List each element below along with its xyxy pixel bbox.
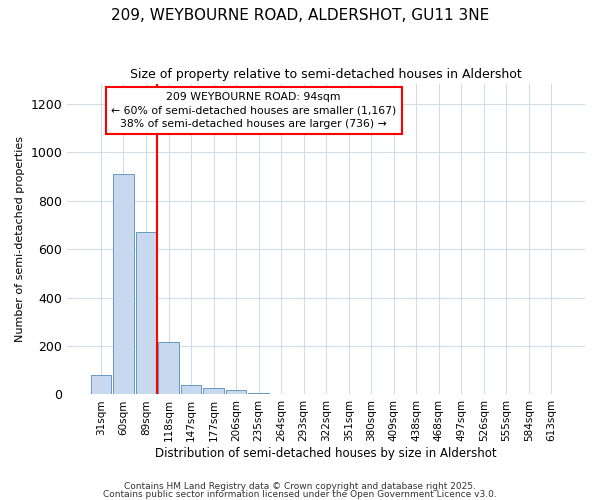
X-axis label: Distribution of semi-detached houses by size in Aldershot: Distribution of semi-detached houses by … <box>155 447 497 460</box>
Title: Size of property relative to semi-detached houses in Aldershot: Size of property relative to semi-detach… <box>130 68 522 80</box>
Bar <box>158 342 179 394</box>
Text: 209 WEYBOURNE ROAD: 94sqm
← 60% of semi-detached houses are smaller (1,167)
38% : 209 WEYBOURNE ROAD: 94sqm ← 60% of semi-… <box>111 92 396 128</box>
Text: Contains public sector information licensed under the Open Government Licence v3: Contains public sector information licen… <box>103 490 497 499</box>
Text: 209, WEYBOURNE ROAD, ALDERSHOT, GU11 3NE: 209, WEYBOURNE ROAD, ALDERSHOT, GU11 3NE <box>111 8 489 22</box>
Bar <box>203 388 224 394</box>
Text: Contains HM Land Registry data © Crown copyright and database right 2025.: Contains HM Land Registry data © Crown c… <box>124 482 476 491</box>
Bar <box>136 232 156 394</box>
Bar <box>226 390 246 394</box>
Bar <box>248 393 269 394</box>
Bar <box>113 174 134 394</box>
Y-axis label: Number of semi-detached properties: Number of semi-detached properties <box>15 136 25 342</box>
Bar <box>91 375 111 394</box>
Bar <box>181 385 201 394</box>
